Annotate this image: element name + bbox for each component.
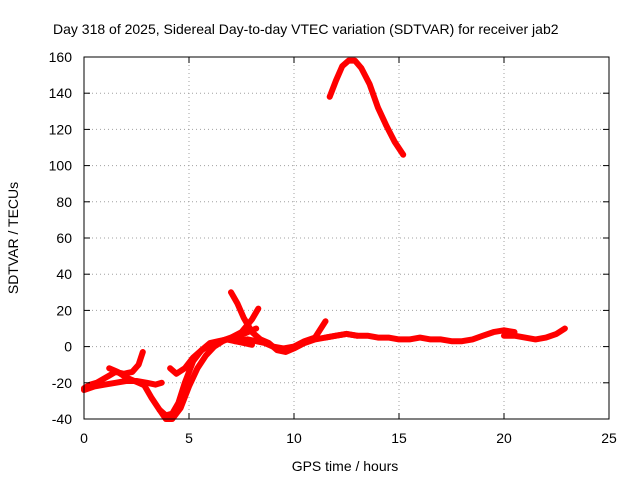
- y-tick-label: 0: [64, 339, 72, 355]
- y-tick-label: 160: [49, 49, 73, 65]
- y-tick-label: -20: [52, 375, 72, 391]
- y-axis-label: SDTVAR / TECUs: [5, 182, 21, 294]
- series-line-arc-8: [232, 318, 329, 352]
- x-tick-label: 15: [391, 430, 407, 446]
- chart-title: Day 318 of 2025, Sidereal Day-to-day VTE…: [53, 21, 559, 37]
- series-line-arc-9: [322, 327, 518, 345]
- series-line-arc-2: [81, 378, 165, 393]
- x-tick-label: 5: [185, 430, 193, 446]
- grid-lines: [84, 57, 609, 419]
- y-tick-label: 20: [56, 302, 72, 318]
- series-line-arc-11: [326, 57, 407, 158]
- y-tick-label: 120: [49, 121, 73, 137]
- y-tick-label: 100: [49, 158, 73, 174]
- series-line-arc-10: [501, 325, 568, 343]
- axis-ticks: 0 5 10 15 20 25 -40 -20 0 20 40 60 80 100 120 140 160: [49, 49, 617, 446]
- series-line-arc-6: [167, 305, 262, 377]
- y-tick-label: 40: [56, 266, 72, 282]
- data-series: [81, 57, 568, 422]
- y-tick-label: -40: [52, 411, 72, 427]
- x-axis-label: GPS time / hours: [292, 458, 399, 474]
- x-tick-label: 25: [601, 430, 617, 446]
- series-line-arc-3: [106, 365, 146, 388]
- x-tick-label: 0: [80, 430, 88, 446]
- y-tick-label: 140: [49, 85, 73, 101]
- y-tick-label: 60: [56, 230, 72, 246]
- x-tick-label: 20: [496, 430, 512, 446]
- x-tick-label: 10: [286, 430, 302, 446]
- y-tick-label: 80: [56, 194, 72, 210]
